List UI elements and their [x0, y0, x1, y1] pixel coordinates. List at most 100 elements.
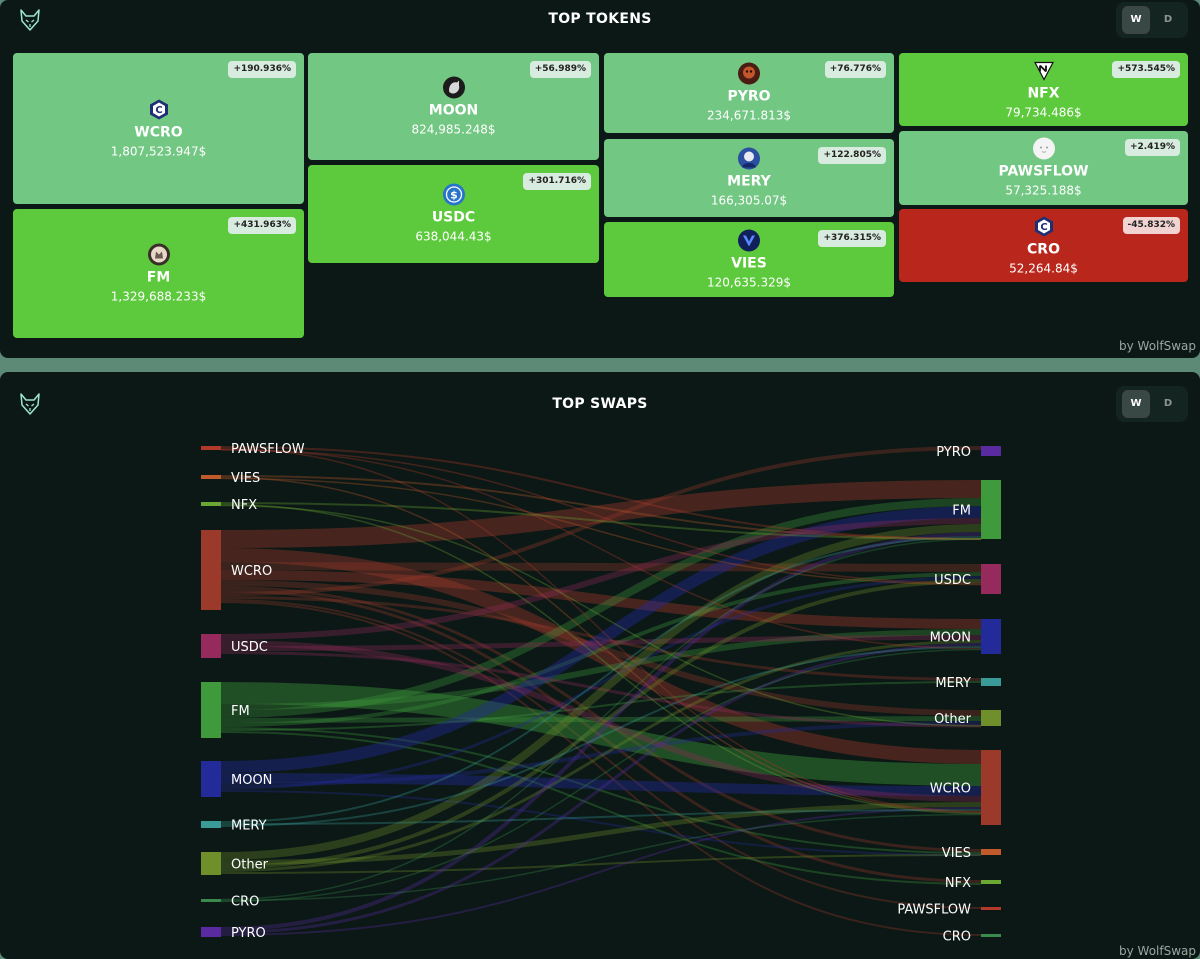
- swap-flow-link[interactable]: [220, 643, 982, 934]
- target-node-pyro[interactable]: [981, 446, 1001, 456]
- swap-flow-link[interactable]: [220, 449, 982, 585]
- token-name: WCRO: [134, 124, 183, 140]
- token-tile-mery[interactable]: +122.805% MERY 166,305.07$: [604, 139, 894, 217]
- swap-flow-link[interactable]: [220, 477, 982, 586]
- swap-flow-link[interactable]: [220, 682, 982, 786]
- token-tile-fm[interactable]: +431.963% FM 1,329,688.233$: [13, 209, 304, 338]
- swap-flow-link[interactable]: [220, 447, 982, 813]
- source-node-pawsflow[interactable]: [201, 446, 221, 450]
- target-node-label: Other: [934, 712, 972, 727]
- swap-flow-link[interactable]: [220, 635, 982, 651]
- swap-flow-link[interactable]: [220, 548, 982, 764]
- token-tile-nfx[interactable]: +573.545% NFX 79,734.486$: [899, 53, 1188, 126]
- swap-flow-link[interactable]: [220, 601, 982, 936]
- token-name: MOON: [428, 102, 479, 118]
- swap-flow-link[interactable]: [220, 640, 982, 872]
- swap-flow-link[interactable]: [220, 504, 982, 727]
- swap-flow-link[interactable]: [220, 807, 982, 936]
- source-node-pyro[interactable]: [201, 927, 221, 937]
- swap-flow-link[interactable]: [220, 562, 982, 572]
- swap-flow-link[interactable]: [220, 731, 982, 885]
- swap-flow-link[interactable]: [220, 498, 982, 718]
- target-node-mery[interactable]: [981, 678, 1001, 686]
- swap-flow-link[interactable]: [220, 538, 982, 901]
- period-option-daily[interactable]: D: [1163, 14, 1173, 25]
- source-node-nfx[interactable]: [201, 502, 221, 506]
- source-node-usdc[interactable]: [201, 634, 221, 658]
- token-tile-moon[interactable]: +56.989% MOON 824,985.248$: [308, 53, 599, 160]
- source-node-fm[interactable]: [201, 682, 221, 738]
- source-node-other[interactable]: [201, 852, 221, 875]
- swap-flow-link[interactable]: [220, 518, 982, 640]
- swap-flow-link[interactable]: [220, 648, 982, 903]
- swap-flow-link[interactable]: [220, 802, 982, 865]
- swap-flow-link[interactable]: [220, 586, 982, 852]
- swap-flow-link[interactable]: [220, 446, 982, 540]
- swap-flow-link[interactable]: [220, 790, 982, 856]
- swap-flow-link[interactable]: [220, 579, 982, 869]
- swap-flow-link[interactable]: [220, 446, 982, 596]
- target-node-vies[interactable]: [981, 849, 1001, 855]
- target-node-pawsflow[interactable]: [981, 907, 1001, 910]
- swap-flow-link[interactable]: [220, 721, 982, 787]
- source-node-moon[interactable]: [201, 761, 221, 797]
- swap-flow-link[interactable]: [220, 651, 982, 728]
- swap-flow-link[interactable]: [220, 572, 982, 727]
- token-tile-wcro[interactable]: +190.936% C WCRO 1,807,523.947$: [13, 53, 304, 204]
- swap-flow-link[interactable]: [220, 503, 982, 815]
- token-tile-cro[interactable]: -45.832% C CRO 52,264.84$: [899, 209, 1188, 282]
- target-node-label: PAWSFLOW: [897, 903, 971, 918]
- change-badge: +190.936%: [228, 61, 296, 78]
- change-badge: +76.776%: [824, 61, 886, 78]
- swap-flow-link[interactable]: [220, 640, 982, 802]
- credit-text[interactable]: by WolfSwap: [1119, 944, 1196, 958]
- target-node-label: VIES: [942, 846, 971, 861]
- swap-flow-link[interactable]: [220, 476, 982, 814]
- target-node-cro[interactable]: [981, 934, 1001, 937]
- credit-text[interactable]: by WolfSwap: [1119, 339, 1196, 353]
- source-node-cro[interactable]: [201, 899, 221, 902]
- swap-flow-link[interactable]: [220, 599, 982, 909]
- swap-flow-link[interactable]: [220, 506, 982, 773]
- token-tile-pyro[interactable]: +76.776% PYRO 234,671.813$: [604, 53, 894, 133]
- swap-flow-link[interactable]: [220, 475, 982, 540]
- period-option-daily[interactable]: D: [1163, 398, 1173, 409]
- swap-flow-link[interactable]: [220, 596, 982, 681]
- target-node-other[interactable]: [981, 710, 1001, 726]
- source-node-mery[interactable]: [201, 821, 221, 828]
- moon-token-icon: [442, 75, 466, 99]
- swap-flow-link[interactable]: [220, 580, 982, 716]
- target-node-moon[interactable]: [981, 619, 1001, 654]
- wolf-logo-icon: [18, 8, 42, 32]
- token-tile-pawsflow[interactable]: +2.419% PAWSFLOW 57,325.188$: [899, 131, 1188, 205]
- swap-flow-link[interactable]: [220, 589, 982, 883]
- swap-flow-link[interactable]: [220, 809, 982, 825]
- token-tile-vies[interactable]: +376.315% VIES 120,635.329$: [604, 222, 894, 297]
- swap-flow-link[interactable]: [220, 570, 982, 629]
- swap-flow-link[interactable]: [220, 629, 982, 710]
- swap-flow-link[interactable]: [220, 448, 982, 650]
- target-node-wcro[interactable]: [981, 750, 1001, 825]
- period-option-weekly[interactable]: W: [1122, 390, 1150, 418]
- target-node-fm[interactable]: [981, 480, 1001, 539]
- nfx-token-icon: [1032, 58, 1056, 82]
- swap-flow-link[interactable]: [220, 480, 982, 548]
- period-option-weekly[interactable]: W: [1122, 6, 1150, 34]
- swap-flow-link[interactable]: [220, 854, 982, 874]
- swap-flow-link[interactable]: [220, 532, 982, 931]
- swap-flow-link[interactable]: [220, 716, 982, 723]
- swap-flow-link[interactable]: [220, 536, 982, 823]
- token-tile-usdc[interactable]: +301.716% $ USDC 638,044.43$: [308, 165, 599, 263]
- swap-flow-link[interactable]: [220, 727, 982, 854]
- swap-flow-link[interactable]: [220, 524, 982, 860]
- swap-flow-link[interactable]: [220, 681, 982, 731]
- source-node-wcro[interactable]: [201, 530, 221, 610]
- swap-flow-link[interactable]: [220, 773, 982, 796]
- target-node-usdc[interactable]: [981, 564, 1001, 594]
- target-node-nfx[interactable]: [981, 880, 1001, 884]
- swap-flow-link[interactable]: [220, 502, 982, 540]
- swap-flow-link[interactable]: [220, 646, 982, 827]
- source-node-vies[interactable]: [201, 475, 221, 479]
- swap-flow-link[interactable]: [220, 576, 982, 790]
- swap-flow-link[interactable]: [220, 813, 982, 902]
